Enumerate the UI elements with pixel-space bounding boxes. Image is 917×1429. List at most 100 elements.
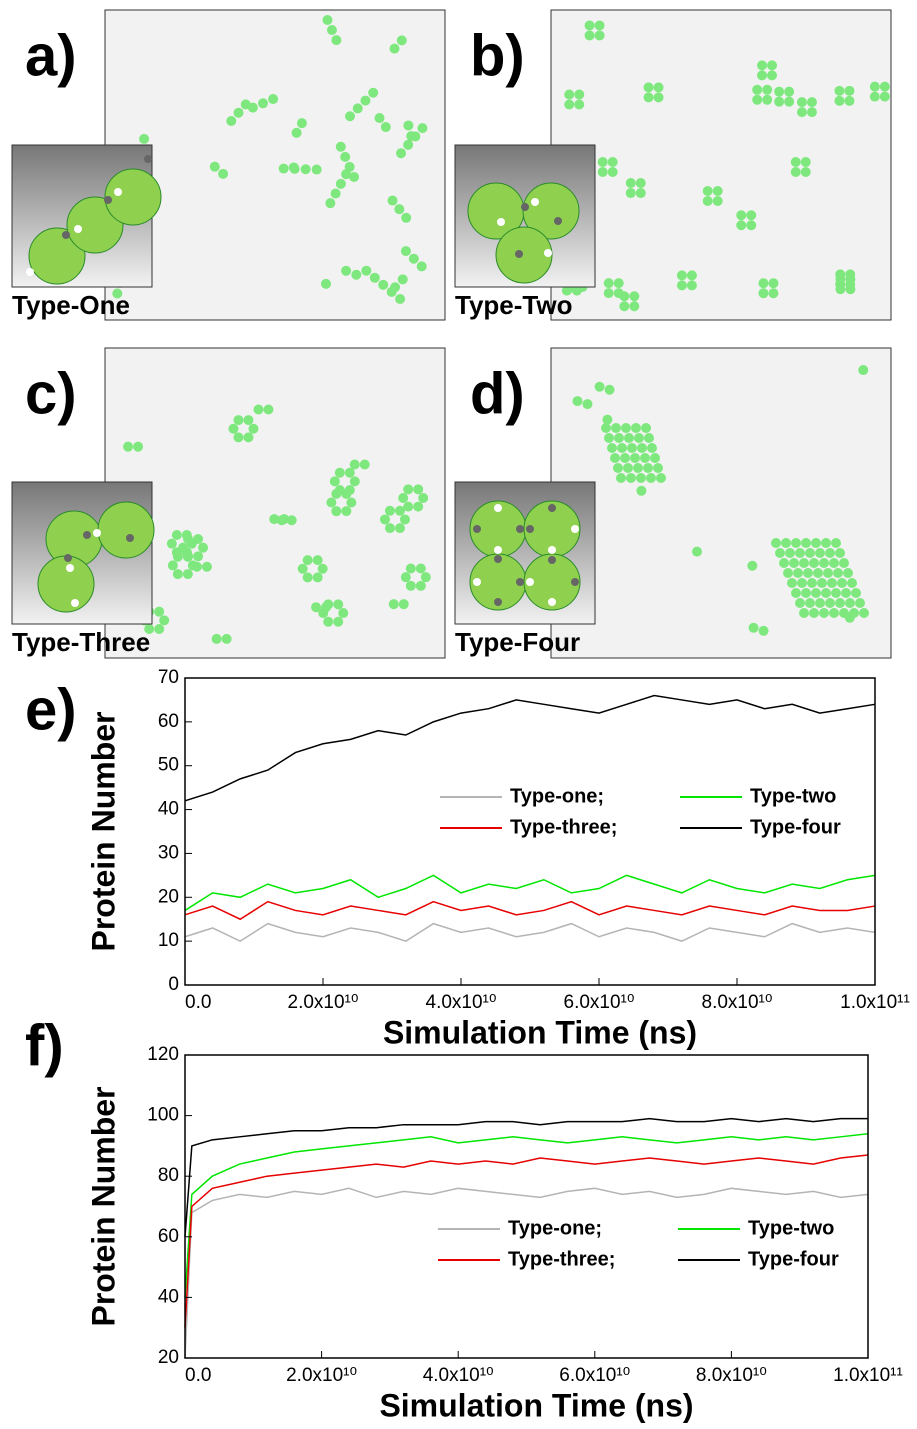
patch [571, 525, 579, 533]
protein-dot [781, 538, 791, 548]
y-tick-label: 70 [158, 667, 179, 688]
protein-dot [613, 463, 623, 473]
protein-dot [640, 453, 650, 463]
protein-dot [797, 578, 807, 588]
protein-dot [369, 272, 380, 283]
panel-letter: a) [25, 23, 77, 88]
protein-dot [837, 578, 847, 588]
patch [494, 555, 502, 563]
protein-dot [193, 534, 204, 545]
protein-dot [815, 598, 825, 608]
y-axis-label: Protein Number [85, 711, 121, 951]
protein-dot [834, 95, 845, 106]
protein-dot [326, 497, 337, 508]
protein-dot [627, 443, 637, 453]
protein-dot [646, 473, 656, 483]
protein-dot [322, 14, 333, 25]
x-tick-label: 1.0x10¹¹ [833, 1365, 903, 1386]
y-tick-label: 60 [158, 1226, 179, 1247]
patch [554, 217, 562, 225]
protein-dot [333, 599, 344, 610]
protein-dot [736, 210, 747, 221]
protein-dot [611, 423, 621, 433]
protein-dot [845, 598, 855, 608]
legend-label: Type-one; [510, 785, 604, 807]
protein-dot [400, 572, 411, 583]
protein-dot [767, 70, 778, 81]
y-tick-label: 30 [158, 842, 179, 863]
protein-dot [389, 43, 400, 54]
patch [531, 198, 539, 206]
protein-dot [747, 560, 758, 571]
protein-dot [123, 441, 134, 452]
protein-dot [762, 84, 773, 95]
protein-dot [171, 530, 182, 541]
protein-dot [805, 598, 815, 608]
patch [144, 155, 152, 163]
protein-dot [233, 415, 244, 426]
protein-dot [317, 563, 328, 574]
protein-dot [757, 60, 768, 71]
protein-dot [686, 270, 697, 281]
protein-dot [839, 558, 849, 568]
protein-dot [623, 463, 633, 473]
protein-dot [762, 94, 773, 105]
inset-caption: Type-Four [455, 627, 580, 657]
protein-dot [167, 560, 178, 571]
legend-label: Type-two [748, 1217, 834, 1239]
patch [497, 218, 505, 226]
protein-dot [736, 220, 747, 231]
protein-dot [345, 111, 356, 122]
protein-dot [403, 501, 414, 512]
panel-letter: e) [25, 677, 77, 742]
protein-dot [269, 514, 280, 525]
panel-letter: d) [470, 361, 525, 426]
protein-dot [801, 588, 811, 598]
protein-dot [346, 497, 357, 508]
protein-dot [329, 476, 340, 487]
protein-dot [790, 157, 801, 168]
protein-dot [787, 578, 797, 588]
protein-dot [614, 433, 624, 443]
protein-dot [803, 568, 813, 578]
series-line [184, 694, 876, 802]
protein-dot [226, 115, 237, 126]
protein-dot [243, 432, 254, 443]
protein-dot [406, 131, 417, 142]
y-tick-label: 100 [147, 1105, 179, 1126]
protein-dot [643, 82, 654, 93]
legend-label: Type-three; [510, 816, 617, 838]
protein-dot [351, 269, 362, 280]
protein-dot [635, 178, 646, 189]
protein-dot [635, 188, 646, 199]
protein-dot [300, 164, 311, 175]
protein-dot [643, 92, 654, 103]
protein-dot [800, 167, 811, 178]
protein-dot [233, 432, 244, 443]
protein-dot [809, 558, 819, 568]
protein-dot [574, 89, 585, 100]
protein-dot [211, 633, 222, 644]
protein-dot [228, 423, 239, 434]
protein-dot [311, 164, 322, 175]
protein-dot [774, 86, 785, 97]
protein-dot [388, 599, 399, 610]
panel-letter: b) [470, 23, 525, 88]
protein-dot [785, 548, 795, 558]
protein-dot [783, 568, 793, 578]
protein-dot [133, 441, 144, 452]
protein-dot [378, 279, 389, 290]
protein-dot [166, 538, 177, 549]
protein-dot [361, 265, 372, 276]
patch [515, 250, 523, 258]
protein-dot [302, 555, 313, 566]
protein-dot [268, 94, 279, 105]
protein-dot [702, 196, 713, 207]
protein-dot [768, 288, 779, 299]
protein-dot [634, 433, 644, 443]
protein-dot [626, 473, 636, 483]
protein-dot [344, 485, 355, 496]
x-tick-label: 0.0 [185, 992, 211, 1013]
protein-dot [154, 606, 165, 617]
series-line [184, 922, 876, 942]
